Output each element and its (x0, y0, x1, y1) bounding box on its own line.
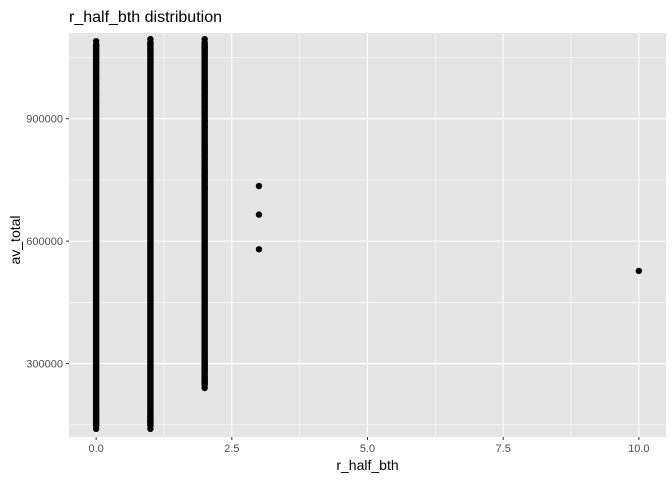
x-axis-title: r_half_bth (336, 457, 398, 473)
data-point (201, 352, 208, 359)
x-tick-label: 7.5 (496, 443, 511, 455)
data-point (201, 150, 208, 157)
data-point (147, 413, 154, 420)
data-point (255, 182, 263, 190)
data-point (201, 374, 208, 382)
data-point (201, 384, 208, 392)
data-point (201, 52, 208, 59)
data-point (92, 42, 100, 49)
data-point (92, 80, 100, 88)
data-point (201, 366, 208, 373)
y-tick-label: 300000 (26, 359, 63, 371)
data-point (201, 88, 208, 96)
data-point (201, 144, 208, 151)
data-point (92, 409, 100, 416)
data-point (92, 91, 100, 98)
data-point (635, 267, 643, 275)
chart-title: r_half_bth distribution (69, 9, 222, 26)
data-point (92, 425, 100, 433)
y-axis-title: av_total (7, 215, 23, 264)
data-points (92, 35, 643, 433)
data-point (201, 360, 208, 367)
data-point (201, 117, 208, 124)
data-point (201, 97, 208, 104)
data-point (255, 246, 263, 253)
x-tick-label: 2.5 (224, 443, 239, 455)
data-point (147, 418, 154, 425)
data-point (201, 82, 208, 90)
y-tick-label: 600000 (26, 236, 63, 248)
data-point (92, 74, 100, 82)
point-column (92, 41, 100, 429)
data-point (255, 211, 263, 218)
data-point (201, 156, 208, 163)
data-point (92, 415, 100, 422)
y-tick-label: 900000 (26, 114, 63, 126)
data-point (92, 60, 100, 67)
point-column (147, 39, 154, 429)
data-point (147, 40, 154, 47)
data-point (201, 168, 208, 175)
x-tick-label: 5.0 (360, 443, 375, 455)
axes: 0.0 2.5 5.0 7.5 10.0 300000 600000 900000 (26, 114, 649, 455)
x-tick-label: 0.0 (88, 443, 103, 455)
data-point (92, 99, 100, 106)
data-point (147, 46, 154, 53)
data-point (201, 35, 208, 43)
data-point (201, 103, 208, 110)
data-point (201, 184, 208, 192)
data-point (147, 425, 154, 433)
data-point (92, 54, 100, 61)
x-tick-label: 10.0 (628, 443, 649, 455)
data-point (201, 123, 208, 131)
data-point (201, 176, 208, 184)
